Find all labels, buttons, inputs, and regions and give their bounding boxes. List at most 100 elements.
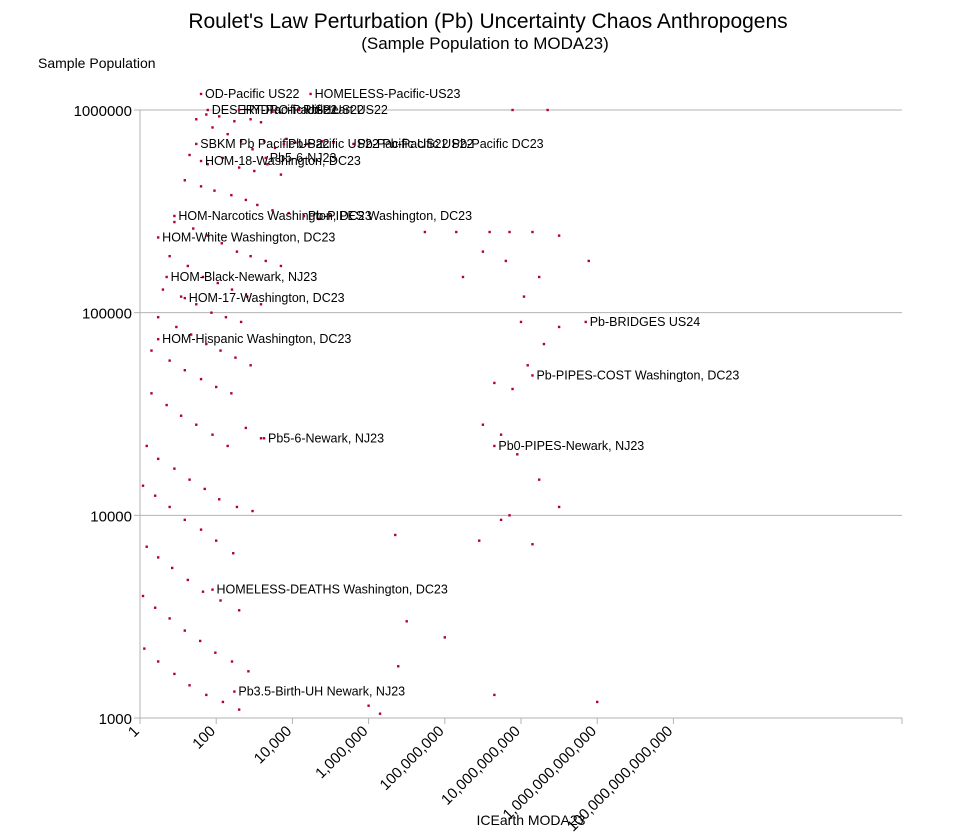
data-point-14 bbox=[273, 146, 277, 150]
annotation-point-8 bbox=[199, 159, 203, 163]
data-point-59 bbox=[259, 303, 263, 306]
data-point-7 bbox=[511, 108, 514, 112]
data-point-71 bbox=[156, 315, 160, 319]
annotation-point-16 bbox=[156, 337, 160, 341]
data-point-122 bbox=[531, 543, 534, 546]
data-point-103 bbox=[508, 514, 511, 517]
annotation-label-18: Pb5-6-Newark, NJ23 bbox=[268, 431, 384, 445]
axes bbox=[134, 109, 903, 724]
data-point-46 bbox=[192, 227, 195, 230]
data-point-17 bbox=[306, 142, 309, 146]
annotation-label-10: HOM-Narcotics Washington, DC23 bbox=[178, 209, 371, 223]
data-point-30 bbox=[230, 193, 233, 197]
data-point-150 bbox=[237, 708, 241, 711]
data-point-83 bbox=[230, 392, 233, 395]
data-point-32 bbox=[256, 203, 259, 207]
annotation-label-0: OD-Pacific US22 bbox=[205, 87, 300, 101]
data-point-74 bbox=[205, 342, 208, 346]
data-point-49 bbox=[235, 250, 239, 253]
x-tick-label-0: 1 bbox=[125, 723, 143, 741]
data-point-38 bbox=[423, 230, 427, 234]
annotation-point-21 bbox=[233, 690, 236, 693]
data-point-133 bbox=[183, 629, 187, 632]
data-point-63 bbox=[210, 311, 213, 314]
data-point-43 bbox=[557, 234, 561, 237]
annotation-point-13 bbox=[165, 275, 168, 279]
data-point-127 bbox=[201, 590, 205, 593]
data-point-80 bbox=[183, 369, 187, 372]
annotation-label-6: Pb-Pacific US22 Pb-Pacific US22 bbox=[288, 137, 474, 151]
data-point-102 bbox=[557, 505, 561, 509]
annotation-point-15 bbox=[584, 320, 587, 324]
data-point-66 bbox=[461, 275, 465, 279]
data-point-97 bbox=[259, 437, 263, 440]
data-point-95 bbox=[226, 444, 229, 448]
annotation-label-3: HYDRO-Pacific US22 bbox=[243, 103, 364, 117]
data-point-114 bbox=[168, 505, 171, 509]
annotation-point-7 bbox=[352, 142, 355, 146]
x-tick-label-3: 1,000,000 bbox=[312, 723, 371, 782]
annotation-point-9 bbox=[264, 156, 267, 160]
data-point-107 bbox=[188, 478, 191, 481]
data-point-48 bbox=[220, 242, 223, 245]
data-point-118 bbox=[232, 552, 235, 555]
data-point-130 bbox=[141, 594, 145, 598]
data-point-81 bbox=[199, 377, 203, 381]
data-point-125 bbox=[170, 566, 174, 570]
data-point-116 bbox=[199, 528, 203, 531]
data-point-24 bbox=[253, 169, 256, 173]
data-point-40 bbox=[488, 230, 491, 234]
annotation-point-5 bbox=[195, 142, 198, 146]
data-point-26 bbox=[279, 173, 283, 176]
data-point-60 bbox=[161, 288, 165, 291]
data-point-19 bbox=[332, 141, 335, 144]
gridlines bbox=[140, 109, 902, 719]
data-point-65 bbox=[239, 320, 243, 324]
chart-subtitle: (Sample Population to MODA23) bbox=[361, 34, 609, 53]
y-tick-label-1: 10000 bbox=[90, 508, 132, 525]
data-point-94 bbox=[211, 433, 214, 436]
data-point-90 bbox=[150, 392, 153, 395]
data-point-5 bbox=[259, 121, 263, 124]
annotation-label-19: Pb0-PIPES-Newark, NJ23 bbox=[498, 439, 644, 453]
data-point-70 bbox=[537, 275, 541, 279]
data-point-27 bbox=[183, 179, 187, 182]
data-point-123 bbox=[145, 545, 148, 548]
x-tick-label-2: 10,000 bbox=[251, 723, 295, 767]
annotation-label-7: Pb-Pacific US22 Pb-Pacific DC23 bbox=[357, 137, 543, 151]
data-point-77 bbox=[249, 364, 252, 367]
annotation-point-3 bbox=[237, 108, 241, 112]
data-point-98 bbox=[481, 423, 485, 426]
data-point-139 bbox=[443, 636, 446, 639]
annotation-label-13: HOM-Black-Newark, NJ23 bbox=[171, 270, 318, 284]
data-point-135 bbox=[214, 651, 217, 654]
data-point-147 bbox=[188, 684, 191, 687]
data-point-109 bbox=[218, 498, 221, 501]
data-point-9 bbox=[211, 126, 214, 129]
data-point-106 bbox=[173, 467, 176, 470]
data-point-69 bbox=[522, 295, 526, 298]
annotation-label-2: DESERT-Pacific US22 bbox=[212, 103, 338, 117]
data-point-119 bbox=[394, 533, 397, 537]
data-point-12 bbox=[251, 148, 254, 151]
data-point-86 bbox=[557, 325, 561, 329]
data-point-36 bbox=[317, 217, 321, 221]
x-tick-label-1: 100 bbox=[189, 723, 219, 753]
data-point-64 bbox=[224, 315, 228, 319]
data-point-75 bbox=[219, 349, 222, 352]
data-point-144 bbox=[143, 647, 146, 650]
x-tick-label-4: 100,000,000 bbox=[377, 723, 448, 794]
data-point-21 bbox=[206, 163, 209, 166]
data-point-113 bbox=[153, 494, 157, 497]
data-points bbox=[141, 108, 599, 715]
annotation-point-17 bbox=[531, 374, 534, 377]
data-point-105 bbox=[156, 457, 160, 461]
annotation-label-15: Pb-BRIDGES US24 bbox=[590, 315, 701, 329]
x-tick-label-5: 10,000,000,000 bbox=[438, 723, 524, 809]
data-point-52 bbox=[279, 264, 283, 268]
data-point-121 bbox=[499, 518, 503, 522]
data-point-138 bbox=[405, 620, 408, 623]
data-point-61 bbox=[179, 295, 183, 298]
data-point-68 bbox=[504, 259, 508, 263]
data-point-41 bbox=[508, 230, 511, 234]
